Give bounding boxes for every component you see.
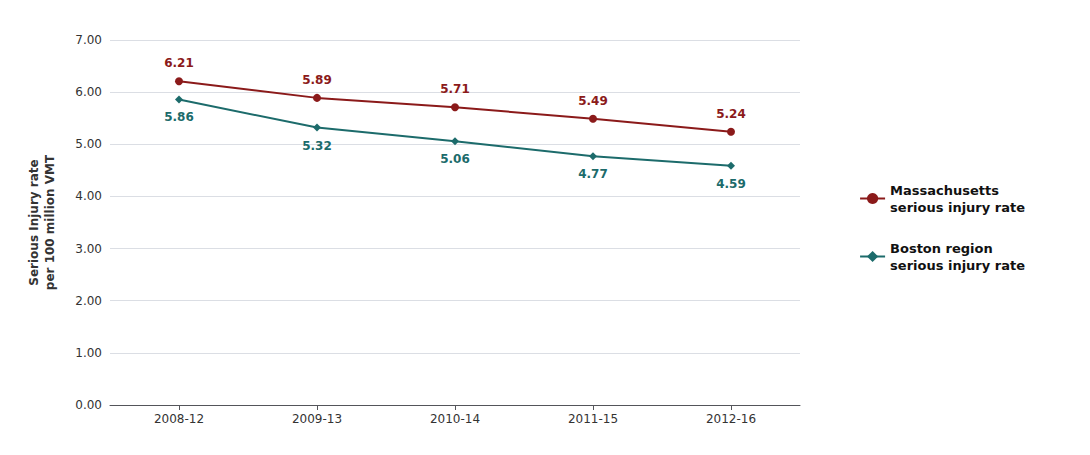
svg-text:5.06: 5.06 [440,152,470,166]
svg-text:2008-12: 2008-12 [154,412,204,426]
svg-text:5.24: 5.24 [716,107,746,121]
svg-text:2009-13: 2009-13 [292,412,342,426]
svg-text:2.00: 2.00 [75,294,102,308]
svg-text:3.00: 3.00 [75,242,102,256]
svg-text:2011-15: 2011-15 [568,412,618,426]
svg-text:5.32: 5.32 [302,139,332,153]
svg-text:serious injury rate: serious injury rate [890,200,1025,215]
svg-text:2012-16: 2012-16 [706,412,756,426]
svg-text:Massachusetts: Massachusetts [890,183,999,198]
svg-text:5.49: 5.49 [578,94,608,108]
svg-text:1.00: 1.00 [75,346,102,360]
svg-text:2010-14: 2010-14 [430,412,480,426]
svg-text:Serious Injury rate: Serious Injury rate [27,159,41,285]
svg-text:6.21: 6.21 [164,56,194,70]
svg-text:5.89: 5.89 [302,73,332,87]
svg-text:5.86: 5.86 [164,110,194,124]
svg-text:4.00: 4.00 [75,189,102,203]
svg-text:5.71: 5.71 [440,82,470,96]
svg-text:0.00: 0.00 [75,398,102,412]
svg-text:4.59: 4.59 [716,177,746,191]
svg-text:Boston region: Boston region [890,241,993,256]
svg-text:7.00: 7.00 [75,33,102,47]
svg-text:5.00: 5.00 [75,137,102,151]
svg-text:per 100 million VMT: per 100 million VMT [43,154,57,290]
svg-text:6.00: 6.00 [75,85,102,99]
svg-text:serious injury rate: serious injury rate [890,258,1025,273]
svg-text:4.77: 4.77 [578,167,608,181]
